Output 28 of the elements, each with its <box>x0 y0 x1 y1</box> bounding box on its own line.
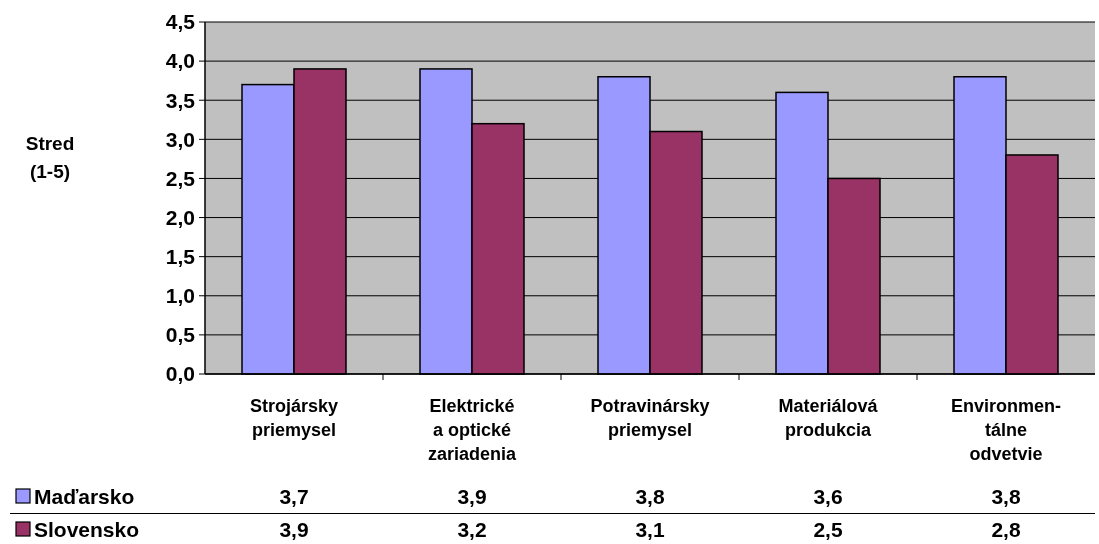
legend-label: Slovensko <box>34 518 140 542</box>
y-tick-label: 4,5 <box>165 10 196 34</box>
y-tick-label: 0,0 <box>165 362 195 386</box>
x-tick-label: Materiálová produkcia <box>778 396 879 440</box>
y-tick-label: 3,5 <box>165 88 196 112</box>
y-tick-label: 0,5 <box>165 323 196 347</box>
y-tick-label: 3,0 <box>165 127 195 151</box>
legend-label: Maďarsko <box>34 485 135 509</box>
y-tick-label: 1,0 <box>165 284 195 308</box>
x-tick-label: Elektrické a optické zariadenia <box>427 396 518 464</box>
data-label: 3,6 <box>813 485 843 509</box>
x-tick-label: Environmen-tálne odvetvie <box>950 396 1062 464</box>
y-axis-title: Stred (1-5) <box>25 133 75 182</box>
data-label: 2,5 <box>813 518 843 542</box>
x-tick-label: Potravinársky priemysel <box>590 396 710 440</box>
data-label: 3,8 <box>991 485 1021 509</box>
y-tick-label: 1,5 <box>165 245 196 269</box>
data-label: 3,9 <box>279 518 309 542</box>
y-tick-label: 2,5 <box>165 166 196 190</box>
data-label: 3,2 <box>457 518 487 542</box>
data-label: 3,8 <box>635 485 665 509</box>
y-tick-label: 2,0 <box>165 205 195 229</box>
x-tick-label: Strojársky priemysel <box>249 396 339 440</box>
data-label: 3,7 <box>279 485 309 509</box>
data-label: 3,1 <box>635 518 665 542</box>
y-tick-label: 4,0 <box>165 49 195 73</box>
data-label: 3,9 <box>457 485 487 509</box>
data-label: 2,8 <box>991 518 1021 542</box>
